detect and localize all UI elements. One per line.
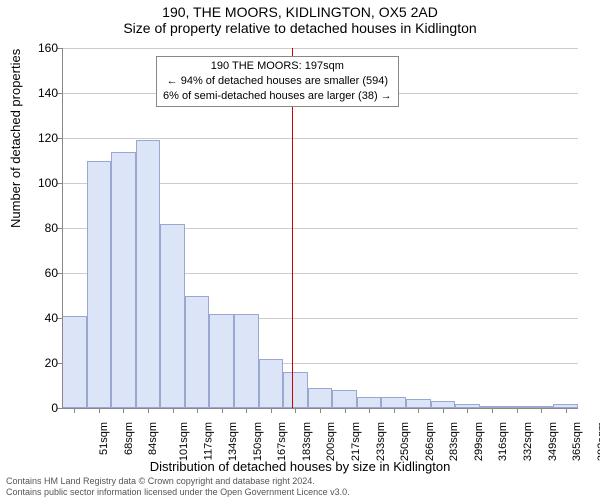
x-tick-label: 365sqm xyxy=(571,422,583,461)
annotation-line-2: ← 94% of detached houses are smaller (59… xyxy=(163,74,392,89)
x-tick-label: 217sqm xyxy=(350,422,362,461)
x-axis-line xyxy=(62,408,578,409)
histogram-bar xyxy=(62,316,87,408)
y-tick-label: 60 xyxy=(45,266,58,280)
x-tick-label: 250sqm xyxy=(399,422,411,461)
x-tick-label: 382sqm xyxy=(596,422,600,461)
histogram-bar xyxy=(357,397,382,408)
x-tick-label: 299sqm xyxy=(473,422,485,461)
y-tick-label: 40 xyxy=(45,311,58,325)
y-tick-label: 20 xyxy=(45,356,58,370)
footer-attribution: Contains HM Land Registry data © Crown c… xyxy=(6,476,350,499)
x-tick-label: 101sqm xyxy=(178,422,190,461)
x-tick-label: 84sqm xyxy=(147,422,159,455)
annotation-line-3: 6% of semi-detached houses are larger (3… xyxy=(163,89,392,104)
x-tick-label: 134sqm xyxy=(227,422,239,461)
y-tick-label: 140 xyxy=(38,86,58,100)
x-tick-label: 150sqm xyxy=(252,422,264,461)
x-tick-label: 233sqm xyxy=(375,422,387,461)
histogram-bar xyxy=(431,401,456,408)
histogram-bar xyxy=(111,152,136,409)
chart-title-main: 190, THE MOORS, KIDLINGTON, OX5 2AD xyxy=(0,0,600,20)
histogram-bar xyxy=(234,314,259,409)
x-tick-label: 266sqm xyxy=(424,422,436,461)
histogram-bar xyxy=(136,140,161,408)
chart-container: 190, THE MOORS, KIDLINGTON, OX5 2AD Size… xyxy=(0,0,600,500)
footer-line-1: Contains HM Land Registry data © Crown c… xyxy=(6,476,350,487)
y-tick-label: 0 xyxy=(51,401,58,415)
x-tick-label: 349sqm xyxy=(547,422,559,461)
x-tick-label: 68sqm xyxy=(123,422,135,455)
x-tick-label: 316sqm xyxy=(498,422,510,461)
y-axis-label: Number of detached properties xyxy=(8,49,23,228)
y-axis-line xyxy=(62,48,63,408)
histogram-bar xyxy=(406,399,431,408)
x-tick-label: 200sqm xyxy=(326,422,338,461)
annotation-line-1: 190 THE MOORS: 197sqm xyxy=(163,59,392,74)
plot-area: 190 THE MOORS: 197sqm← 94% of detached h… xyxy=(62,48,578,408)
x-tick-label: 51sqm xyxy=(98,422,110,455)
x-tick-label: 117sqm xyxy=(202,422,214,460)
y-tick-label: 160 xyxy=(38,41,58,55)
x-tick-label: 332sqm xyxy=(522,422,534,461)
histogram-bar xyxy=(308,388,333,408)
histogram-bar xyxy=(283,372,308,408)
footer-line-2: Contains public sector information licen… xyxy=(6,487,350,498)
x-tick-label: 183sqm xyxy=(301,422,313,461)
y-tick-label: 80 xyxy=(45,221,58,235)
y-tick-label: 120 xyxy=(38,131,58,145)
histogram-bar xyxy=(160,224,185,409)
histogram-bar xyxy=(381,397,406,408)
x-tick-label: 283sqm xyxy=(448,422,460,461)
x-tick-label: 167sqm xyxy=(276,422,288,461)
histogram-bar xyxy=(332,390,357,408)
histogram-bar xyxy=(259,359,284,409)
histogram-bar xyxy=(209,314,234,409)
annotation-box: 190 THE MOORS: 197sqm← 94% of detached h… xyxy=(156,56,399,107)
grid-line xyxy=(62,138,578,139)
grid-line xyxy=(62,48,578,49)
histogram-bar xyxy=(185,296,210,409)
y-tick-label: 100 xyxy=(38,176,58,190)
chart-title-sub: Size of property relative to detached ho… xyxy=(0,20,600,36)
histogram-bar xyxy=(87,161,112,409)
x-axis-label: Distribution of detached houses by size … xyxy=(0,459,600,474)
